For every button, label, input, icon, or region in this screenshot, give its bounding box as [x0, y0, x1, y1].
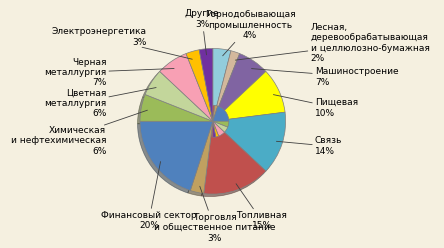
- Text: Торговля
и общественное питание
3%: Торговля и общественное питание 3%: [154, 186, 275, 243]
- Text: Лесная,
деревообрабатывающая
и целлюлозно-бумажная
2%: Лесная, деревообрабатывающая и целлюлозн…: [235, 23, 429, 63]
- Text: Машиностроение
7%: Машиностроение 7%: [251, 67, 399, 87]
- Wedge shape: [160, 54, 225, 136]
- Text: Пищевая
10%: Пищевая 10%: [274, 95, 358, 118]
- Wedge shape: [199, 48, 216, 137]
- Text: Черная
металлургия
7%: Черная металлургия 7%: [44, 58, 174, 87]
- Wedge shape: [209, 48, 231, 137]
- Text: Топливная
15%: Топливная 15%: [236, 184, 287, 230]
- Wedge shape: [145, 71, 228, 132]
- Wedge shape: [201, 105, 266, 194]
- Text: Химическая
и нефтехимическая
6%: Химическая и нефтехимическая 6%: [11, 110, 147, 156]
- Wedge shape: [207, 51, 240, 137]
- Wedge shape: [140, 106, 229, 190]
- Wedge shape: [197, 110, 285, 171]
- Wedge shape: [186, 50, 219, 137]
- Wedge shape: [140, 94, 229, 127]
- Wedge shape: [190, 105, 218, 193]
- Text: Цветная
металлургия
6%: Цветная металлургия 6%: [44, 88, 156, 118]
- Text: Связь
14%: Связь 14%: [276, 136, 342, 156]
- Text: Другие
3%: Другие 3%: [185, 9, 219, 55]
- Text: Финансовый сектор
20%: Финансовый сектор 20%: [101, 162, 197, 230]
- Text: Горнодобывающая
промышленность
4%: Горнодобывающая промышленность 4%: [205, 10, 295, 56]
- Text: Электроэнергетика
3%: Электроэнергетика 3%: [51, 27, 192, 59]
- Wedge shape: [201, 54, 266, 136]
- Wedge shape: [197, 71, 285, 132]
